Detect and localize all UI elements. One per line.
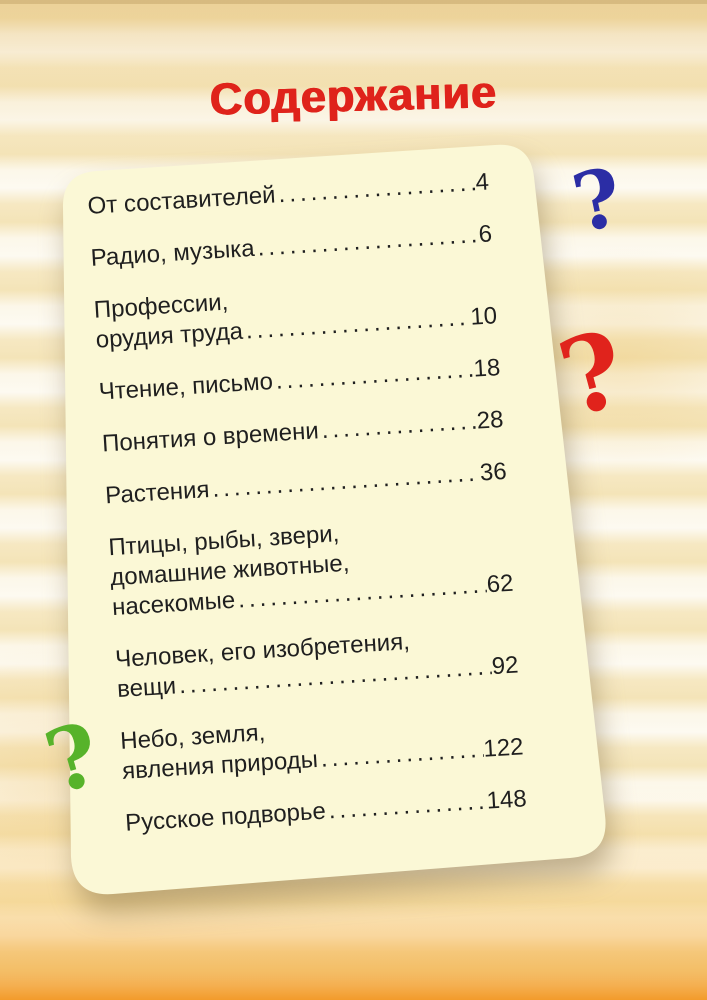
page-number: 18 [472, 354, 502, 383]
toc-entry-text: вещи [116, 672, 177, 704]
dots-leader [254, 220, 480, 264]
toc-entry: От составителей 4 [87, 167, 490, 221]
toc-entry-text: Растения [104, 476, 211, 510]
toc-entry-text: Понятия о времени [101, 417, 320, 458]
toc-entry-line: Радио, музыка 6 [90, 219, 493, 273]
toc-entry: Радио, музыка 6 [90, 219, 493, 273]
toc-entry-line: Растения 36 [104, 457, 507, 511]
toc-entry: Растения 36 [104, 457, 507, 511]
page-number: 28 [475, 405, 505, 435]
dots-leader [318, 407, 478, 447]
toc-entry: Профессии,орудия труда10 [93, 271, 498, 355]
page-number: 92 [490, 651, 520, 681]
page-number: 6 [477, 220, 493, 249]
toc-list: От составителей 4 Радио, музыка 6 Профессии,… [86, 155, 528, 838]
toc-entry-text: Чтение, письмо [98, 367, 274, 406]
page-number: 122 [482, 733, 525, 763]
dots-leader [272, 355, 475, 397]
toc-entry: Птицы, рыбы, звери, домашние животные, нас… [108, 509, 515, 623]
toc-entry-line: От составителей 4 [87, 167, 490, 221]
toc-entry-line: Понятия о времени 28 [101, 405, 504, 459]
toc-entry-text: От составителей [86, 181, 277, 220]
toc-entry-text: Радио, музыка [89, 234, 256, 272]
toc-entry-line: Чтение, письмо 18 [98, 353, 501, 407]
dots-leader [209, 459, 481, 505]
page-number: 148 [485, 785, 528, 815]
toc-entry-text: насекомые [111, 586, 236, 622]
page-number: 10 [469, 302, 498, 331]
toc-entry: Чтение, письмо 18 [98, 353, 501, 407]
page-number: 4 [474, 168, 490, 197]
dots-leader [275, 168, 477, 210]
toc-entry: Понятия о времени 28 [101, 405, 504, 459]
page-number: 36 [479, 457, 508, 487]
toc-entry: Человек, его изобретения,вещи92 [114, 621, 520, 705]
toc-entry: Небо, земля,явления природы122 [119, 702, 525, 786]
page-number: 62 [485, 569, 515, 599]
